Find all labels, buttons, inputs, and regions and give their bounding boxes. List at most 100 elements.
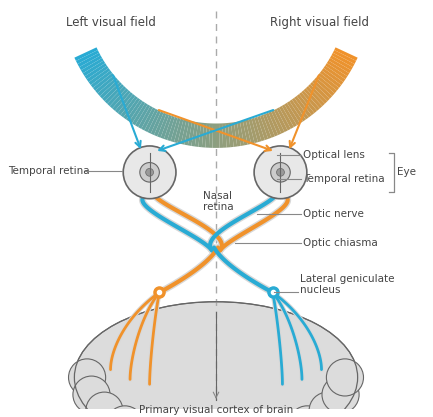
Polygon shape xyxy=(265,113,278,136)
Polygon shape xyxy=(333,50,356,64)
Polygon shape xyxy=(87,65,109,82)
Polygon shape xyxy=(151,111,164,135)
Polygon shape xyxy=(279,106,294,129)
Polygon shape xyxy=(120,96,138,118)
Polygon shape xyxy=(132,103,148,125)
Polygon shape xyxy=(271,110,284,133)
Polygon shape xyxy=(257,116,268,140)
Polygon shape xyxy=(299,92,317,113)
Polygon shape xyxy=(331,53,355,67)
Polygon shape xyxy=(225,123,230,148)
Polygon shape xyxy=(74,48,98,61)
Polygon shape xyxy=(154,113,166,136)
Polygon shape xyxy=(90,70,112,88)
Polygon shape xyxy=(184,121,192,146)
Circle shape xyxy=(254,146,307,198)
Polygon shape xyxy=(79,55,102,70)
Polygon shape xyxy=(323,65,346,82)
Text: Optical lens: Optical lens xyxy=(303,150,365,160)
Polygon shape xyxy=(254,117,265,141)
Polygon shape xyxy=(89,68,110,85)
Circle shape xyxy=(145,168,154,176)
Polygon shape xyxy=(329,58,351,73)
Polygon shape xyxy=(301,90,320,111)
Polygon shape xyxy=(325,63,347,79)
Circle shape xyxy=(140,163,159,182)
Polygon shape xyxy=(129,101,145,123)
Polygon shape xyxy=(141,108,155,131)
Text: Eye: Eye xyxy=(397,167,416,177)
Polygon shape xyxy=(304,88,323,108)
Polygon shape xyxy=(219,123,223,148)
Polygon shape xyxy=(100,80,120,98)
Polygon shape xyxy=(126,100,142,121)
Polygon shape xyxy=(188,121,195,146)
Polygon shape xyxy=(327,60,349,76)
Polygon shape xyxy=(289,100,306,121)
Polygon shape xyxy=(231,122,237,147)
Polygon shape xyxy=(274,109,288,132)
Polygon shape xyxy=(243,120,251,145)
Polygon shape xyxy=(76,50,99,64)
Polygon shape xyxy=(263,114,275,138)
Polygon shape xyxy=(97,78,118,96)
Polygon shape xyxy=(161,115,172,139)
Text: Primary visual cortex of brain: Primary visual cortex of brain xyxy=(139,405,293,415)
Text: Temporal retina: Temporal retina xyxy=(8,166,90,176)
Circle shape xyxy=(106,406,143,417)
Polygon shape xyxy=(320,70,341,88)
Polygon shape xyxy=(234,122,241,146)
Polygon shape xyxy=(110,88,129,108)
Polygon shape xyxy=(164,116,175,140)
Circle shape xyxy=(322,376,359,413)
Polygon shape xyxy=(83,60,105,76)
Polygon shape xyxy=(167,117,178,141)
Polygon shape xyxy=(171,118,181,142)
Circle shape xyxy=(271,163,290,182)
Text: Optic chiasma: Optic chiasma xyxy=(303,238,378,248)
Polygon shape xyxy=(287,101,303,123)
Polygon shape xyxy=(191,122,198,146)
Text: Right visual field: Right visual field xyxy=(270,16,369,29)
Circle shape xyxy=(277,168,284,176)
Circle shape xyxy=(86,392,123,417)
Polygon shape xyxy=(135,104,150,127)
Circle shape xyxy=(326,359,363,396)
Text: Lateral geniculate
nucleus: Lateral geniculate nucleus xyxy=(300,274,394,296)
Polygon shape xyxy=(81,58,103,73)
Polygon shape xyxy=(249,118,258,143)
Polygon shape xyxy=(246,119,255,144)
Polygon shape xyxy=(138,106,153,129)
Polygon shape xyxy=(330,55,353,70)
Polygon shape xyxy=(292,98,309,120)
Polygon shape xyxy=(277,108,291,131)
Text: Nasal
retina: Nasal retina xyxy=(203,191,233,213)
Polygon shape xyxy=(268,111,281,135)
Polygon shape xyxy=(195,122,201,147)
Polygon shape xyxy=(294,96,312,118)
Polygon shape xyxy=(308,84,327,104)
Polygon shape xyxy=(123,98,140,120)
Polygon shape xyxy=(312,80,333,98)
Polygon shape xyxy=(240,121,248,146)
Circle shape xyxy=(68,359,106,396)
Polygon shape xyxy=(178,119,186,144)
Polygon shape xyxy=(209,123,213,148)
Polygon shape xyxy=(115,92,133,113)
Polygon shape xyxy=(310,82,330,101)
Polygon shape xyxy=(306,86,325,106)
Polygon shape xyxy=(84,63,107,79)
Polygon shape xyxy=(222,123,226,148)
Polygon shape xyxy=(104,84,124,104)
Circle shape xyxy=(289,406,326,417)
Ellipse shape xyxy=(74,302,358,417)
Polygon shape xyxy=(95,75,116,93)
Polygon shape xyxy=(78,53,100,67)
Polygon shape xyxy=(260,115,271,139)
Polygon shape xyxy=(284,103,300,125)
Polygon shape xyxy=(213,123,216,148)
Polygon shape xyxy=(112,90,131,111)
Text: Optic nerve: Optic nerve xyxy=(303,209,364,219)
Polygon shape xyxy=(228,123,234,147)
Circle shape xyxy=(309,392,346,417)
